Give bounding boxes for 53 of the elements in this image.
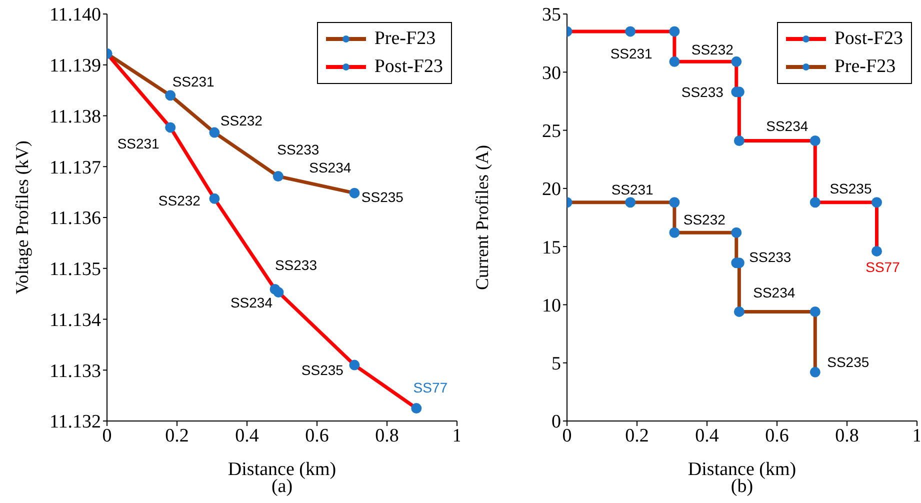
y-tick-label: 11.136 <box>49 208 101 230</box>
annotation: SS234 <box>766 118 808 134</box>
annotation: SS232 <box>158 192 201 209</box>
annotation: SS232 <box>691 42 734 58</box>
annotation: SS231 <box>172 73 215 90</box>
annotation: SS234 <box>753 284 796 301</box>
x-tick-label: 0.6 <box>305 425 329 446</box>
annotation: SS233 <box>681 84 724 100</box>
y-tick-label: 5 <box>552 354 561 375</box>
annotation: SS233 <box>749 248 792 265</box>
y-tick-label: 15 <box>542 237 561 258</box>
annotation: SS77 <box>866 259 900 276</box>
annotation: SS234 <box>230 294 273 310</box>
legend-label: Post-F23 <box>374 55 443 79</box>
legend-label: Pre-F23 <box>834 55 896 79</box>
annotation: SS232 <box>683 212 726 228</box>
annotation: SS231 <box>611 181 654 198</box>
x-tick-label: 0.2 <box>165 425 189 446</box>
annotation: SS231 <box>117 135 160 152</box>
annotation: SS233 <box>274 257 318 274</box>
annotation: SS232 <box>220 112 263 129</box>
annotation: SS231 <box>610 45 653 62</box>
x-tick-label: 0.4 <box>695 425 720 446</box>
legend-label: Pre-F23 <box>374 27 436 51</box>
y-tick-label: 11.140 <box>49 4 101 26</box>
legend-label: Post-F23 <box>834 27 903 51</box>
y-tick-label: 11.135 <box>49 259 101 280</box>
y-tick-label: 11.134 <box>49 310 102 331</box>
y-tick-label: 11.137 <box>49 157 101 178</box>
y-tick-label: 10 <box>542 295 561 316</box>
x-tick-label: 0.8 <box>375 425 399 446</box>
y-tick-label: 11.139 <box>49 56 101 77</box>
annotation: SS235 <box>301 362 344 378</box>
annotation: SS235 <box>827 354 870 370</box>
x-tick-label: 0.6 <box>765 425 789 446</box>
annotation: SS234 <box>309 159 352 176</box>
y-tick-label: 0 <box>552 412 561 433</box>
annotation: SS233 <box>277 141 320 158</box>
y-tick-label: 30 <box>542 62 561 84</box>
y-tick-label: 35 <box>542 4 561 26</box>
x-tick-label: 0.2 <box>625 425 649 446</box>
annotation: SS235 <box>361 189 404 206</box>
y-axis-title: Voltage Profiles (kV) <box>12 140 32 294</box>
y-tick-label: 20 <box>542 179 561 200</box>
x-tick-label: 0.4 <box>235 425 260 446</box>
annotation: SS77 <box>413 379 448 396</box>
y-tick-label: 11.132 <box>49 412 101 433</box>
annotation: SS235 <box>830 180 872 196</box>
y-tick-label: 25 <box>542 121 561 142</box>
y-tick-label: 11.138 <box>49 106 101 128</box>
y-axis-title: Current Profiles (A) <box>472 145 492 290</box>
y-tick-label: 11.133 <box>49 360 101 382</box>
x-tick-label: 0.8 <box>835 425 859 446</box>
